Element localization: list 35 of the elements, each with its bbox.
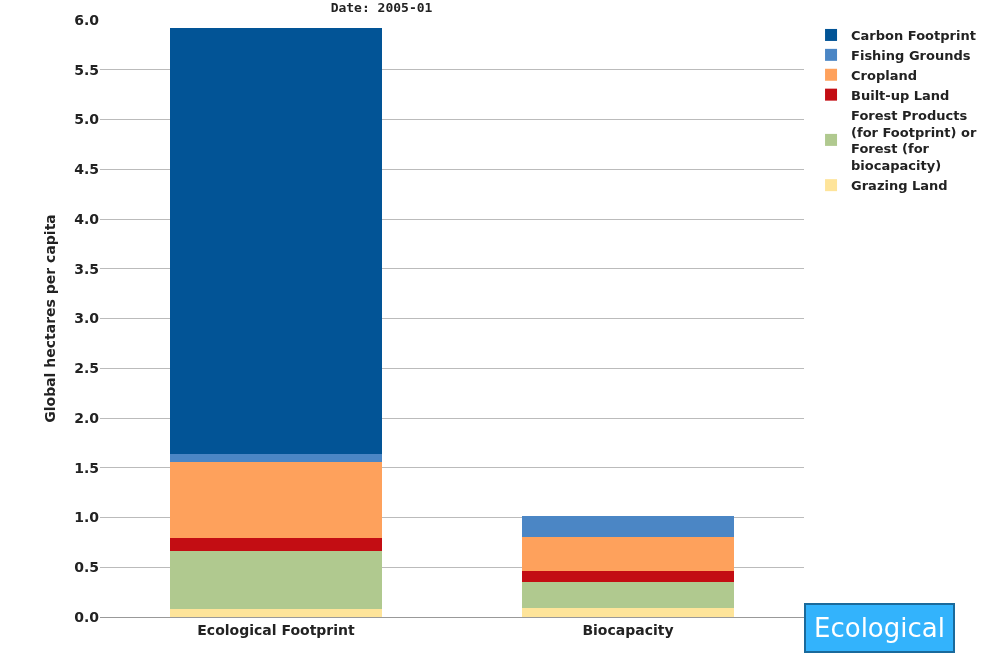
legend-label: Grazing Land: [851, 178, 948, 194]
bar: [170, 609, 382, 617]
legend-label: Carbon Footprint: [851, 28, 976, 44]
legend-label: Built-up Land: [851, 87, 950, 103]
y-tick-label: 3.0: [74, 310, 100, 327]
y-tick-label: 1.5: [74, 459, 99, 476]
y-tick-label: 2.5: [74, 360, 99, 377]
x-tick-label: Biocapacity: [582, 621, 674, 638]
bar: [522, 608, 734, 617]
legend-label: Forest Products (for Footprint) or Forest (for biocapacity): [851, 107, 977, 174]
y-tick-label: 0.5: [74, 559, 99, 576]
bar: [522, 537, 734, 572]
legend-label: Fishing Grounds: [851, 47, 971, 63]
y-tick-label: 0.0: [74, 608, 100, 625]
x-tick-label: Ecological Footprint: [197, 621, 356, 638]
y-tick-label: 5.0: [74, 111, 100, 128]
bar: [522, 515, 734, 538]
y-tick-label: 4.0: [74, 210, 100, 227]
bar: [170, 27, 382, 454]
y-tick-label: 6.0: [74, 11, 100, 28]
y-tick-label: 2.0: [74, 409, 100, 426]
text: Ecological: [814, 613, 945, 643]
chart-title: Date: 2005-01: [330, 0, 433, 16]
bar: [522, 571, 734, 583]
bar: [170, 538, 382, 552]
bar: [170, 551, 382, 610]
y-tick-label: 1.0: [74, 509, 100, 526]
bar: [170, 453, 382, 462]
y-tick-label: 5.5: [74, 61, 99, 78]
bar: [522, 582, 734, 609]
bar: [170, 461, 382, 539]
y-tick-label: 4.5: [74, 161, 99, 178]
y-axis-title: Global hectares per capita: [41, 214, 58, 423]
y-tick-label: 3.5: [74, 260, 99, 277]
legend-label: Cropland: [851, 67, 918, 83]
